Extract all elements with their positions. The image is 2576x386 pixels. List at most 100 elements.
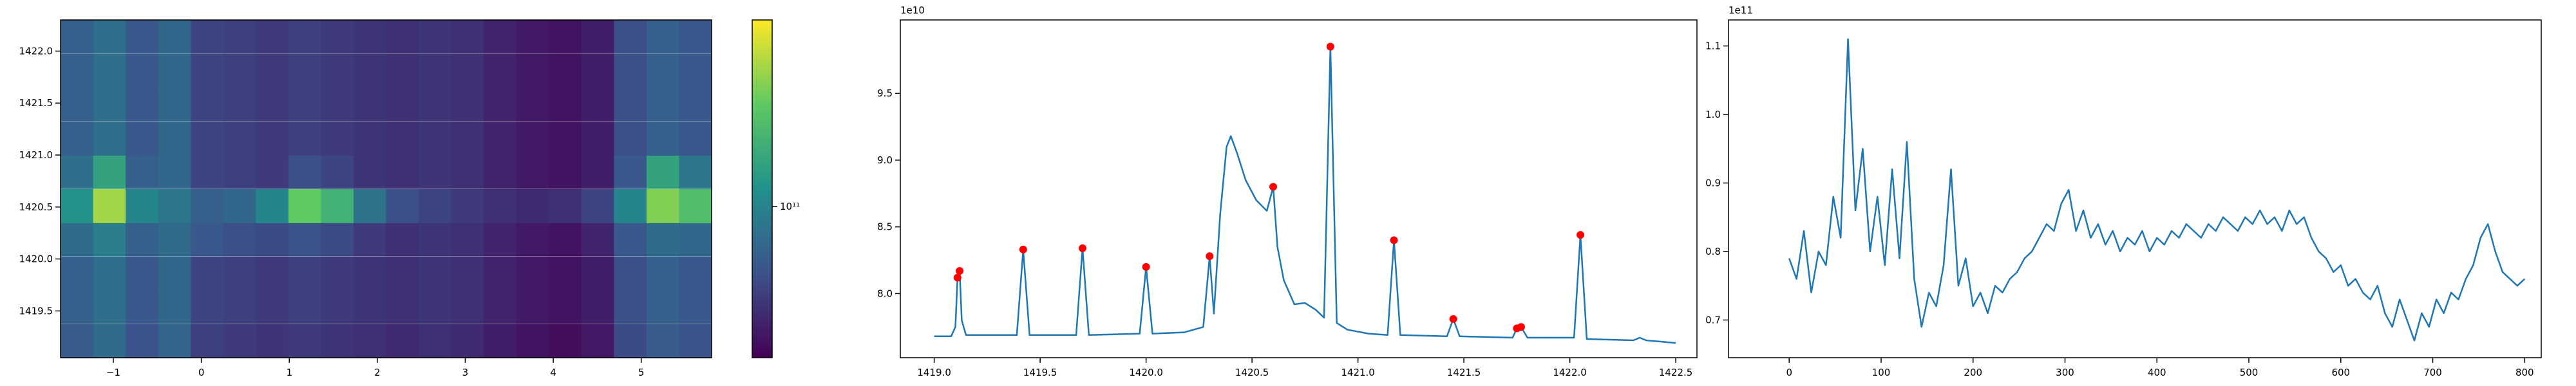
heatmap-cell xyxy=(516,188,549,223)
heatmap-cell xyxy=(321,87,354,122)
heatmap-cell xyxy=(191,19,224,54)
heatmap-cell xyxy=(484,222,517,257)
heatmap-cell xyxy=(191,121,224,156)
x-tick-label: 1421.0 xyxy=(1341,367,1375,378)
x-tick-label: 400 xyxy=(2148,367,2166,378)
heatmap-cell xyxy=(288,19,321,54)
heatmap-cell xyxy=(679,19,712,54)
heatmap-cell xyxy=(549,87,582,122)
heatmap-cell xyxy=(646,154,679,189)
peak-marker xyxy=(1078,244,1086,252)
heatmap-cell xyxy=(581,222,614,257)
heatmap-cell xyxy=(516,324,549,358)
heatmap-cell xyxy=(93,324,126,358)
heatmap-cell xyxy=(191,53,224,88)
x-tick-label: 5 xyxy=(638,367,645,378)
heatmap-cell xyxy=(451,290,484,324)
heatmap-cell xyxy=(419,87,452,122)
heatmap-cell xyxy=(646,324,679,358)
heatmap-cell xyxy=(288,324,321,358)
heatmap-cell xyxy=(451,53,484,88)
heatmap-cell xyxy=(451,222,484,257)
heatmap-cell xyxy=(679,121,712,156)
x-tick-label: 2 xyxy=(374,367,381,378)
heatmap-cell xyxy=(549,324,582,358)
heatmap-cell xyxy=(321,53,354,88)
heatmap-cell xyxy=(614,19,647,54)
heatmap-cell xyxy=(614,256,647,291)
heatmap-cell xyxy=(679,222,712,257)
heatmap-cell xyxy=(158,19,191,54)
heatmap-cell xyxy=(581,19,614,54)
heatmap-cell xyxy=(126,87,159,122)
y-tick-label: 0.9 xyxy=(1705,177,1721,188)
heatmap-cell xyxy=(93,87,126,122)
y-tick-label: 1.0 xyxy=(1705,109,1721,120)
y-tick-label: 8.0 xyxy=(877,288,893,299)
heatmap-cell xyxy=(191,290,224,324)
peak-marker xyxy=(1449,315,1457,323)
heatmap-cell xyxy=(191,324,224,358)
heatmap-cell xyxy=(646,87,679,122)
heatmap-cell xyxy=(288,53,321,88)
x-tick-label: 0 xyxy=(1786,367,1792,378)
heatmap-cell xyxy=(451,324,484,358)
heatmap-cell xyxy=(549,256,582,291)
x-tick-label: 1422.5 xyxy=(1659,367,1693,378)
x-tick-label: 3 xyxy=(462,367,469,378)
heatmap-cell xyxy=(256,121,289,156)
heatmap-cell xyxy=(646,256,679,291)
x-tick-label: 0 xyxy=(198,367,205,378)
heatmap-cell xyxy=(549,19,582,54)
heatmap-cell xyxy=(646,53,679,88)
heatmap-cell xyxy=(679,290,712,324)
x-tick-label: 800 xyxy=(2515,367,2534,378)
offset-label: 1e10 xyxy=(900,5,925,16)
y-tick-label: 1421.0 xyxy=(19,149,53,161)
heatmap-cell xyxy=(516,87,549,122)
heatmap-cell xyxy=(223,19,256,54)
heatmap-cell xyxy=(256,87,289,122)
heatmap-cell xyxy=(516,154,549,189)
heatmap-cell xyxy=(61,121,94,156)
heatmap-cell xyxy=(93,222,126,257)
heatmap-cell xyxy=(158,222,191,257)
peak-marker xyxy=(956,267,964,275)
heatmap-cell xyxy=(288,256,321,291)
heatmap-cell xyxy=(386,324,419,358)
heatmap-cell xyxy=(223,154,256,189)
heatmap-cell xyxy=(516,53,549,88)
peak-marker xyxy=(1517,323,1525,331)
heatmap-cell xyxy=(516,256,549,291)
heatmap-cell xyxy=(484,121,517,156)
heatmap-cell xyxy=(484,290,517,324)
heatmap-cell xyxy=(321,324,354,358)
heatmap-cell xyxy=(61,188,94,223)
heatmap-cell xyxy=(126,19,159,54)
heatmap-cell xyxy=(126,324,159,358)
heatmap-cell xyxy=(386,256,419,291)
heatmap-cell xyxy=(223,87,256,122)
y-tick-label: 1421.5 xyxy=(19,97,53,109)
heatmap-cell xyxy=(93,121,126,156)
heatmap-cell xyxy=(93,290,126,324)
heatmap-cell xyxy=(223,256,256,291)
heatmap-cell xyxy=(353,324,386,358)
heatmap-cell xyxy=(353,290,386,324)
heatmap-cell xyxy=(451,19,484,54)
heatmap-cell xyxy=(126,290,159,324)
heatmap-cell xyxy=(451,256,484,291)
heatmap-cell xyxy=(353,154,386,189)
heatmap-cell xyxy=(516,222,549,257)
heatmap-cell xyxy=(256,53,289,88)
heatmap-cell xyxy=(191,256,224,291)
peak-marker xyxy=(1142,262,1150,271)
heatmap-cell xyxy=(646,121,679,156)
heatmap-cell xyxy=(679,87,712,122)
x-tick-label: 4 xyxy=(550,367,556,378)
heatmap-cell xyxy=(386,53,419,88)
x-tick-label: 1419.0 xyxy=(917,367,951,378)
heatmap-cell xyxy=(451,87,484,122)
heatmap-cell xyxy=(679,188,712,223)
peak-marker xyxy=(1577,231,1585,239)
